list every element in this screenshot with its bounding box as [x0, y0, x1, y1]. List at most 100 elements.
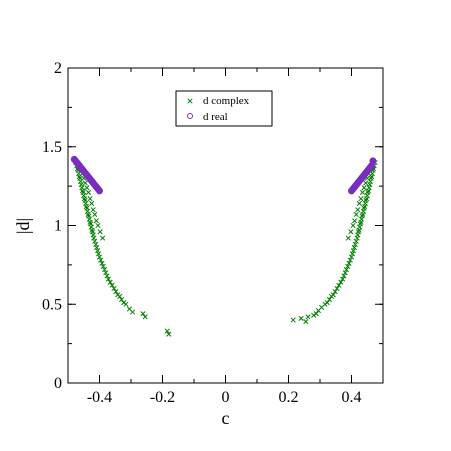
- data-point-complex: [359, 189, 366, 195]
- y-tick-label: 0: [54, 375, 62, 392]
- data-point-complex: [290, 317, 296, 323]
- x-axis-ticks: -0.4 -0.2 0 0.2 0.4: [67, 68, 384, 406]
- data-point-complex: [92, 211, 98, 218]
- data-point-complex: [356, 200, 362, 207]
- data-point-complex: [362, 204, 368, 210]
- data-point-complex: [311, 312, 317, 318]
- x-axis-label: c: [222, 408, 230, 428]
- data-point-complex: [352, 218, 358, 224]
- data-point-complex: [96, 251, 102, 257]
- data-point-complex: [315, 307, 321, 314]
- x-tick-label: 0.4: [342, 389, 362, 406]
- data-point-complex: [364, 196, 370, 202]
- data-point-complex: [94, 244, 100, 251]
- series-d-complex: [73, 159, 378, 337]
- data-point-complex: [92, 238, 98, 244]
- data-point-complex: [89, 200, 95, 207]
- data-point-complex: [113, 289, 119, 295]
- legend-label-d-real: d real: [203, 111, 228, 123]
- data-point-complex: [334, 285, 340, 292]
- data-point-complex: [361, 185, 367, 191]
- data-point-complex: [326, 296, 333, 303]
- legend-x-glyph: [187, 98, 193, 104]
- data-point-complex: [87, 196, 93, 202]
- data-point-complex: [356, 227, 362, 233]
- data-point-complex: [345, 235, 351, 241]
- data-point-complex: [353, 238, 359, 244]
- data-point-complex: [350, 222, 356, 229]
- data-point-complex: [85, 211, 91, 218]
- data-point-complex: [303, 319, 309, 325]
- data-point-complex: [347, 257, 353, 263]
- data-point-complex: [109, 282, 115, 288]
- data-point-complex: [328, 293, 334, 299]
- data-point-complex: [140, 311, 146, 317]
- data-point-complex: [342, 270, 348, 276]
- data-point-complex: [345, 263, 351, 270]
- data-point-complex: [332, 289, 338, 295]
- series-d-real: [70, 155, 377, 195]
- legend-marker-d-real: [187, 113, 193, 119]
- y-tick-label: 1.5: [42, 139, 62, 156]
- data-point-complex: [82, 180, 88, 186]
- x-tick-label: 0.2: [279, 389, 299, 406]
- data-point-complex: [90, 207, 96, 213]
- data-point-complex: [98, 257, 104, 263]
- data-point-complex: [97, 229, 103, 235]
- data-point-complex: [164, 328, 170, 334]
- data-point-complex: [118, 296, 125, 303]
- y-axis-label: |d|: [13, 218, 33, 234]
- data-point-real: [369, 157, 377, 165]
- data-point-complex: [348, 254, 355, 260]
- data-point-complex: [166, 331, 172, 337]
- data-point-complex: [91, 235, 97, 241]
- data-point-complex: [95, 222, 101, 229]
- data-point-complex: [360, 211, 366, 218]
- data-point-complex: [100, 235, 106, 241]
- data-point-complex: [346, 260, 352, 266]
- data-point-complex: [81, 196, 87, 202]
- data-point-complex: [130, 309, 136, 315]
- legend-box: [175, 90, 273, 127]
- data-point-complex: [89, 227, 95, 233]
- data-point-complex: [355, 207, 361, 213]
- legend: d complex d real: [175, 90, 273, 127]
- data-point-complex: [305, 314, 311, 320]
- data-point-complex: [107, 279, 113, 285]
- x-tick-label: 0: [222, 389, 230, 406]
- data-point-complex: [358, 196, 364, 202]
- data-point-complex: [93, 218, 99, 224]
- data-point-complex: [358, 219, 364, 225]
- data-point-complex: [103, 270, 109, 276]
- y-axis-ticks: 0 0.5 1 1.5 2: [42, 60, 383, 392]
- data-point-complex: [348, 229, 354, 235]
- data-point-complex: [353, 211, 359, 218]
- x-tick-label: -0.2: [150, 389, 175, 406]
- data-point-complex: [83, 204, 89, 210]
- data-point-real: [96, 187, 103, 195]
- data-point-complex: [365, 188, 372, 194]
- data-point-complex: [351, 244, 357, 251]
- data-point-complex: [343, 267, 350, 273]
- data-point-complex: [101, 267, 108, 273]
- data-point-complex: [105, 276, 111, 282]
- data-point-complex: [338, 279, 344, 285]
- data-point-complex: [85, 189, 92, 195]
- y-tick-label: 1: [54, 218, 62, 235]
- x-tick-label: -0.4: [87, 389, 112, 406]
- data-point-complex: [123, 301, 129, 307]
- legend-marker-d-complex: [187, 98, 193, 104]
- legend-label-d-complex: d complex: [203, 95, 250, 107]
- data-point-complex: [341, 273, 347, 279]
- data-point-complex: [354, 235, 360, 241]
- y-tick-label: 0.5: [42, 296, 62, 313]
- data-point-complex: [352, 241, 358, 247]
- data-point-complex: [340, 276, 346, 282]
- data-point-complex: [104, 273, 110, 279]
- data-point-complex: [336, 282, 342, 288]
- data-point-complex: [79, 188, 86, 194]
- data-point-complex: [111, 285, 117, 292]
- data-point-complex: [84, 185, 90, 191]
- data-point-complex: [350, 248, 356, 254]
